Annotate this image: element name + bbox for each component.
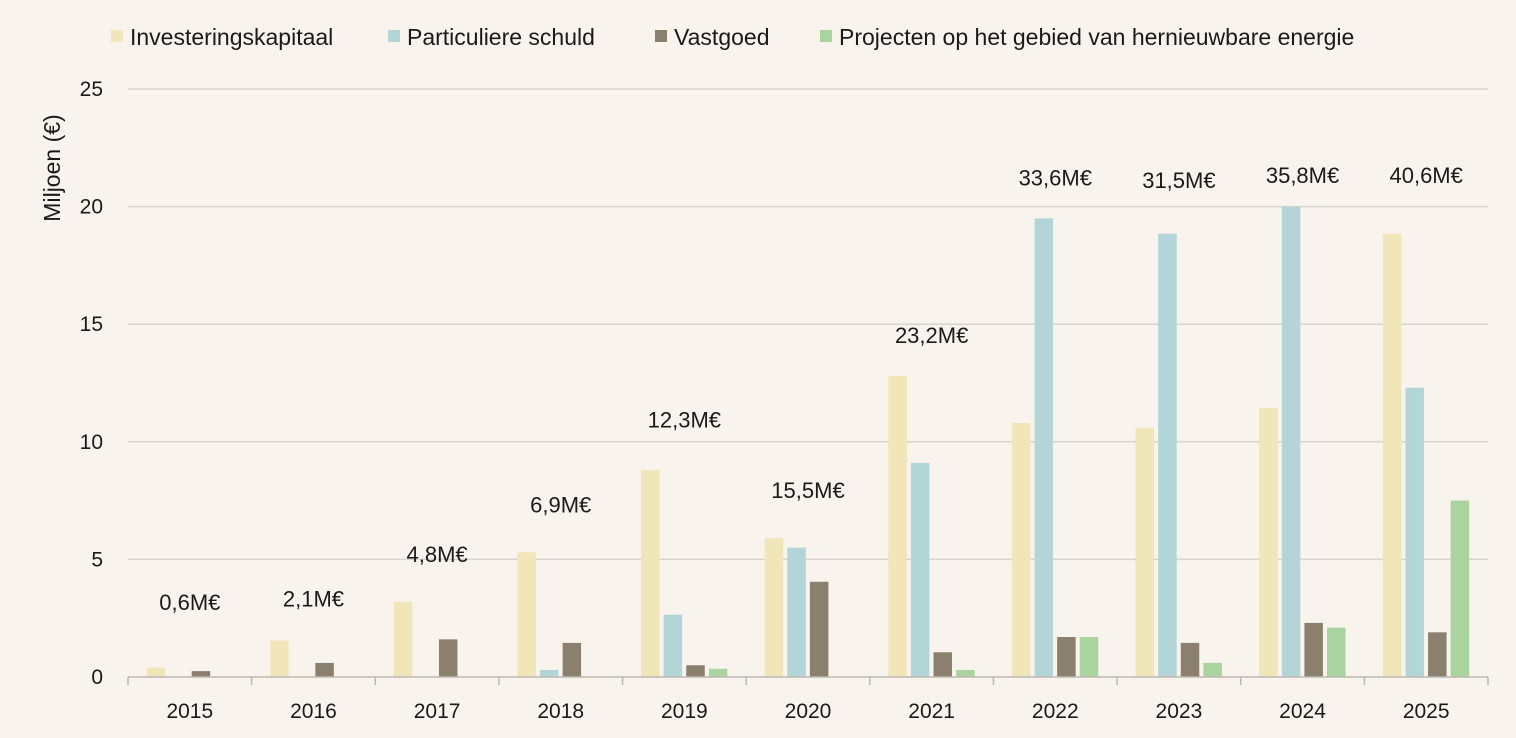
x-axis-ticks: 2015 2016 2017 2018 2019 2020 2021 2022 2023 2024… xyxy=(166,700,1449,723)
y-tick-label: 0 xyxy=(91,666,103,689)
bar-particuliere-schuld-2019 xyxy=(663,614,683,677)
legend-label: Investeringskapitaal xyxy=(130,24,333,50)
legend-swatch xyxy=(111,30,123,42)
legend: Investeringskapitaal Particuliere schuld V… xyxy=(111,24,1354,50)
bar-vastgoed-2025 xyxy=(1428,632,1447,677)
total-label: 0,6M€ xyxy=(159,590,220,615)
x-tick-label: 2018 xyxy=(537,700,584,723)
x-tick-label: 2021 xyxy=(908,700,955,723)
legend-label: Vastgoed xyxy=(674,24,769,50)
bar-particuliere-schuld-2018 xyxy=(540,669,559,677)
bar-projecten-op-het-gebied-van-hernieuwbare-energie-2025 xyxy=(1450,500,1470,677)
x-tick-label: 2023 xyxy=(1156,700,1203,723)
bar-investeringskapitaal-2018 xyxy=(517,552,536,677)
legend-swatch xyxy=(820,30,832,42)
total-label: 12,3M€ xyxy=(648,408,721,433)
bar-investeringskapitaal-2020 xyxy=(764,538,784,677)
total-labels: 0,6M€ 2,1M€ 4,8M€ 6,9M€ 12,3M€ 15,5M€ 23,2M€ 33… xyxy=(159,163,1463,615)
bar-particuliere-schuld-2020 xyxy=(787,547,806,677)
x-tick-label: 2017 xyxy=(414,700,461,723)
bar-projecten-op-het-gebied-van-hernieuwbare-energie-2019 xyxy=(708,668,728,677)
total-label: 40,6M€ xyxy=(1389,163,1462,188)
bar-projecten-op-het-gebied-van-hernieuwbare-energie-2022 xyxy=(1079,637,1099,677)
bar-projecten-op-het-gebied-van-hernieuwbare-energie-2021 xyxy=(956,669,975,677)
bar-investeringskapitaal-2021 xyxy=(888,375,907,677)
y-tick-label: 15 xyxy=(80,313,103,336)
bar-investeringskapitaal-2023 xyxy=(1135,427,1155,677)
legend-swatch xyxy=(388,30,400,42)
bar-investeringskapitaal-2017 xyxy=(393,601,413,677)
x-tick-label: 2022 xyxy=(1032,700,1079,723)
y-tick-label: 25 xyxy=(80,78,103,101)
bar-vastgoed-2024 xyxy=(1304,622,1323,677)
bar-particuliere-schuld-2025 xyxy=(1405,387,1424,677)
x-tick-label: 2016 xyxy=(290,700,337,723)
bar-investeringskapitaal-2019 xyxy=(641,470,660,677)
bar-vastgoed-2023 xyxy=(1180,642,1200,677)
total-label: 31,5M€ xyxy=(1142,168,1215,193)
x-tick-label: 2025 xyxy=(1403,700,1450,723)
bar-investeringskapitaal-2022 xyxy=(1011,422,1031,677)
legend-label: Particuliere schuld xyxy=(407,24,595,50)
x-axis xyxy=(127,676,1489,685)
bar-vastgoed-2018 xyxy=(562,642,582,677)
total-label: 23,2M€ xyxy=(895,323,968,348)
total-label: 4,8M€ xyxy=(407,542,468,567)
total-label: 6,9M€ xyxy=(530,492,591,517)
bar-vastgoed-2017 xyxy=(438,639,458,677)
legend-swatch xyxy=(655,30,667,42)
bars xyxy=(146,206,1470,678)
total-label: 35,8M€ xyxy=(1266,163,1339,188)
bar-vastgoed-2015 xyxy=(191,671,211,677)
bar-investeringskapitaal-2025 xyxy=(1382,233,1402,677)
x-tick-label: 2024 xyxy=(1279,700,1326,723)
bar-vastgoed-2020 xyxy=(809,581,829,677)
x-tick-label: 2015 xyxy=(166,700,213,723)
bar-vastgoed-2016 xyxy=(315,662,334,677)
total-label: 15,5M€ xyxy=(771,478,844,503)
bar-particuliere-schuld-2023 xyxy=(1158,233,1177,677)
bar-investeringskapitaal-2016 xyxy=(270,640,289,677)
x-tick-label: 2020 xyxy=(785,700,832,723)
bar-vastgoed-2019 xyxy=(686,665,705,677)
bar-projecten-op-het-gebied-van-hernieuwbare-energie-2024 xyxy=(1327,627,1346,677)
bar-projecten-op-het-gebied-van-hernieuwbare-energie-2023 xyxy=(1203,662,1222,677)
bar-particuliere-schuld-2022 xyxy=(1034,218,1054,678)
bar-investeringskapitaal-2015 xyxy=(146,667,165,677)
y-tick-label: 20 xyxy=(80,196,103,219)
x-tick-label: 2019 xyxy=(661,700,708,723)
bar-vastgoed-2022 xyxy=(1057,637,1076,677)
y-axis-label: Miljoen (€) xyxy=(39,114,65,221)
y-tick-label: 5 xyxy=(91,548,103,571)
legend-label: Projecten op het gebied van hernieuwbare… xyxy=(839,24,1354,50)
bar-particuliere-schuld-2024 xyxy=(1281,206,1301,677)
bar-investeringskapitaal-2024 xyxy=(1259,407,1278,677)
bar-vastgoed-2021 xyxy=(933,652,953,677)
total-label: 33,6M€ xyxy=(1019,165,1092,190)
total-label: 2,1M€ xyxy=(283,586,344,611)
y-tick-label: 10 xyxy=(80,431,103,454)
bar-particuliere-schuld-2021 xyxy=(910,462,930,677)
y-axis-ticks: 0 5 10 15 20 25 xyxy=(80,78,103,689)
